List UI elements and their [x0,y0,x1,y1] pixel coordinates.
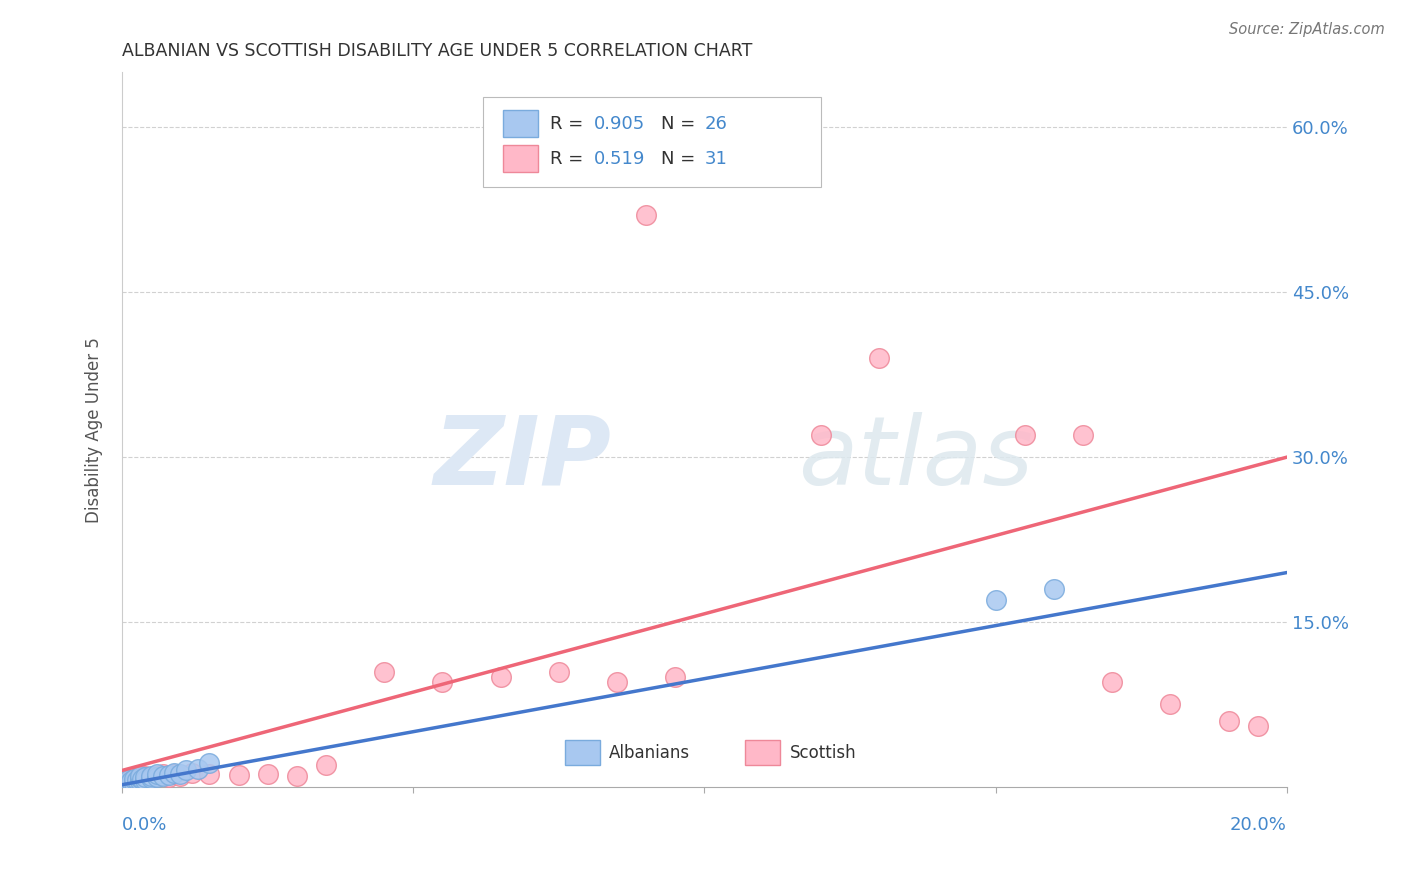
Text: R =: R = [550,150,589,168]
Point [810,428,832,442]
Text: N =: N = [661,115,702,133]
Point [174,764,197,778]
Point [315,758,337,772]
FancyBboxPatch shape [565,740,599,765]
Y-axis label: Disability Age Under 5: Disability Age Under 5 [86,337,103,523]
Text: atlas: atlas [797,412,1032,505]
Point [256,766,278,780]
Point [181,765,204,780]
Point [285,769,308,783]
Point [120,774,142,789]
Point [128,769,150,783]
Point [141,771,163,785]
Point [198,756,221,770]
Point [1159,698,1181,712]
Point [1014,428,1036,442]
Text: 26: 26 [704,115,727,133]
Point [432,675,454,690]
Point [187,762,209,776]
Text: ZIP: ZIP [433,412,612,505]
Text: N =: N = [661,150,702,168]
Point [125,773,148,788]
Point [163,765,186,780]
Point [122,775,145,789]
Point [1218,714,1240,728]
Point [1101,675,1123,690]
Point [122,772,145,787]
Point [117,774,139,789]
Point [141,771,163,785]
Point [547,665,569,679]
Point [134,773,156,788]
Point [146,769,169,783]
FancyBboxPatch shape [503,145,538,172]
Text: 31: 31 [704,150,727,168]
Text: Source: ZipAtlas.com: Source: ZipAtlas.com [1229,22,1385,37]
Point [868,351,890,366]
Point [141,769,163,783]
Text: R =: R = [550,115,589,133]
Point [146,770,169,784]
Point [134,770,156,784]
Point [131,772,153,787]
Point [169,766,191,780]
Point [157,770,180,784]
FancyBboxPatch shape [745,740,780,765]
Text: Scottish: Scottish [790,744,856,763]
FancyBboxPatch shape [503,111,538,137]
Point [373,665,395,679]
Text: 0.905: 0.905 [593,115,645,133]
Point [117,773,139,788]
Point [636,208,658,222]
Point [1247,719,1270,733]
Point [228,768,250,782]
Point [152,769,174,783]
Point [128,770,150,784]
Point [198,766,221,780]
Point [664,670,686,684]
Point [114,777,136,791]
Point [134,769,156,783]
Text: 0.0%: 0.0% [122,815,167,833]
Point [606,675,628,690]
Text: Albanians: Albanians [609,744,690,763]
Point [152,766,174,780]
Point [157,768,180,782]
FancyBboxPatch shape [484,97,821,186]
Point [489,670,512,684]
Point [128,774,150,789]
Point [1043,582,1066,596]
Point [146,766,169,780]
Point [128,771,150,785]
Point [117,777,139,791]
Point [984,593,1007,607]
Text: 0.519: 0.519 [593,150,645,168]
Text: 20.0%: 20.0% [1230,815,1286,833]
Point [163,766,186,780]
Point [169,769,191,783]
Text: ALBANIAN VS SCOTTISH DISABILITY AGE UNDER 5 CORRELATION CHART: ALBANIAN VS SCOTTISH DISABILITY AGE UNDE… [122,42,752,60]
Point [122,772,145,787]
Point [1071,428,1094,442]
